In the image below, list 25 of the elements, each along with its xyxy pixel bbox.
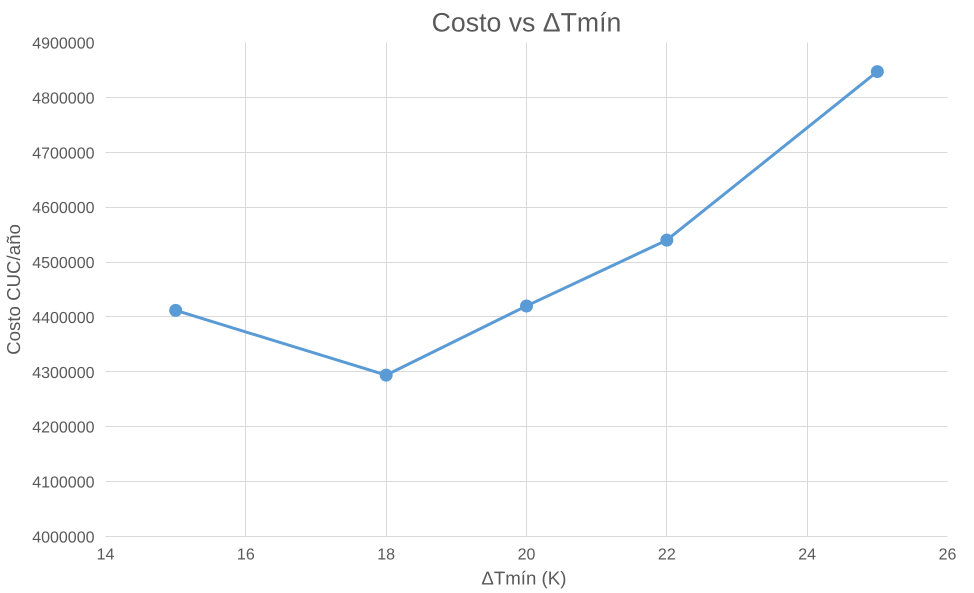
y-tick-label: 4000000 xyxy=(32,530,95,546)
point xyxy=(380,368,393,382)
x-tick-label: 24 xyxy=(798,546,816,564)
x-tick-label: 16 xyxy=(236,546,255,564)
y-tick-label: 4100000 xyxy=(32,474,95,492)
y-tick-label: 4300000 xyxy=(32,364,95,382)
x-tick-label: 20 xyxy=(518,546,536,564)
y-tick-label: 4700000 xyxy=(32,145,95,162)
x-tick-label: 26 xyxy=(938,546,956,564)
point xyxy=(660,234,674,247)
y-tick-label: 4500000 xyxy=(32,255,95,272)
x-tick-label: 18 xyxy=(377,546,396,564)
x-axis-title: ΔTmín (K) xyxy=(481,568,566,588)
point xyxy=(870,65,884,78)
x-tick-label: 14 xyxy=(96,546,114,564)
y-tick-label: 4200000 xyxy=(32,420,95,437)
x-tick-label: 22 xyxy=(658,546,676,564)
chart-title: Costo vs ΔTmín xyxy=(432,8,622,38)
y-tick-label: 4900000 xyxy=(32,36,95,52)
y-tick-label: 4800000 xyxy=(32,90,95,108)
y-tick-label: 4400000 xyxy=(32,310,95,327)
y-axis-title: Costo CUC/año xyxy=(3,224,24,355)
point xyxy=(520,299,533,312)
y-tick-label: 4600000 xyxy=(32,200,95,218)
point xyxy=(169,304,182,317)
